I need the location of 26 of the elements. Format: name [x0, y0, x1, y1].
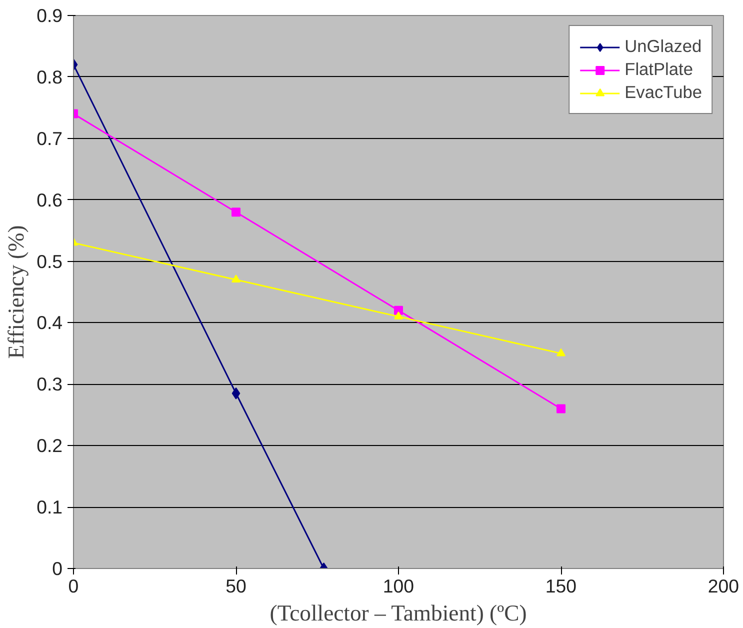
y-tick-label: 0.1 [36, 496, 63, 518]
legend-label: UnGlazed [624, 36, 702, 57]
y-tick-label: 0.4 [36, 312, 63, 334]
y-tick-label: 0 [52, 558, 63, 579]
x-tick-label: 150 [545, 576, 577, 596]
y-tick-label: 0.8 [36, 66, 63, 88]
point [232, 274, 240, 283]
x-tick-label: 200 [708, 576, 740, 596]
y-tick-label: 0.6 [36, 189, 63, 210]
x-axis-title: (Tcollector – Tambient) (ºC) [270, 600, 527, 626]
y-tick-label: 0.3 [36, 374, 63, 395]
y-axis-title: Efficiency (%) [4, 225, 29, 359]
y-tick-label: 0.9 [36, 5, 63, 26]
legend-label: EvacTube [624, 82, 702, 103]
point [394, 311, 403, 320]
y-tick-label: 0.2 [36, 435, 63, 456]
point [556, 348, 566, 356]
legend-label: FlatPlate [624, 59, 693, 80]
point [232, 387, 240, 400]
y-tick-label: 0.7 [36, 128, 63, 149]
x-tick-label: 100 [382, 576, 414, 596]
x-tick-label: 0 [68, 576, 79, 596]
point [232, 208, 240, 217]
y-tick-label: 0.5 [36, 250, 63, 272]
point [556, 404, 566, 414]
x-tick-label: 50 [226, 576, 246, 596]
